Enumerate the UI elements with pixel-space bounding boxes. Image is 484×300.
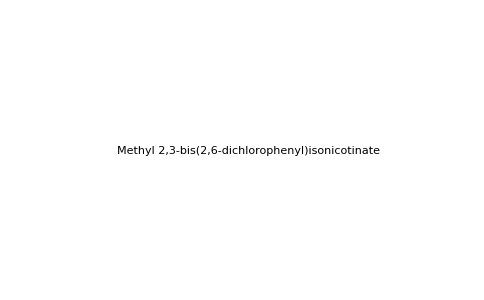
Text: Methyl 2,3-bis(2,6-dichlorophenyl)isonicotinate: Methyl 2,3-bis(2,6-dichlorophenyl)isonic… (117, 146, 379, 157)
